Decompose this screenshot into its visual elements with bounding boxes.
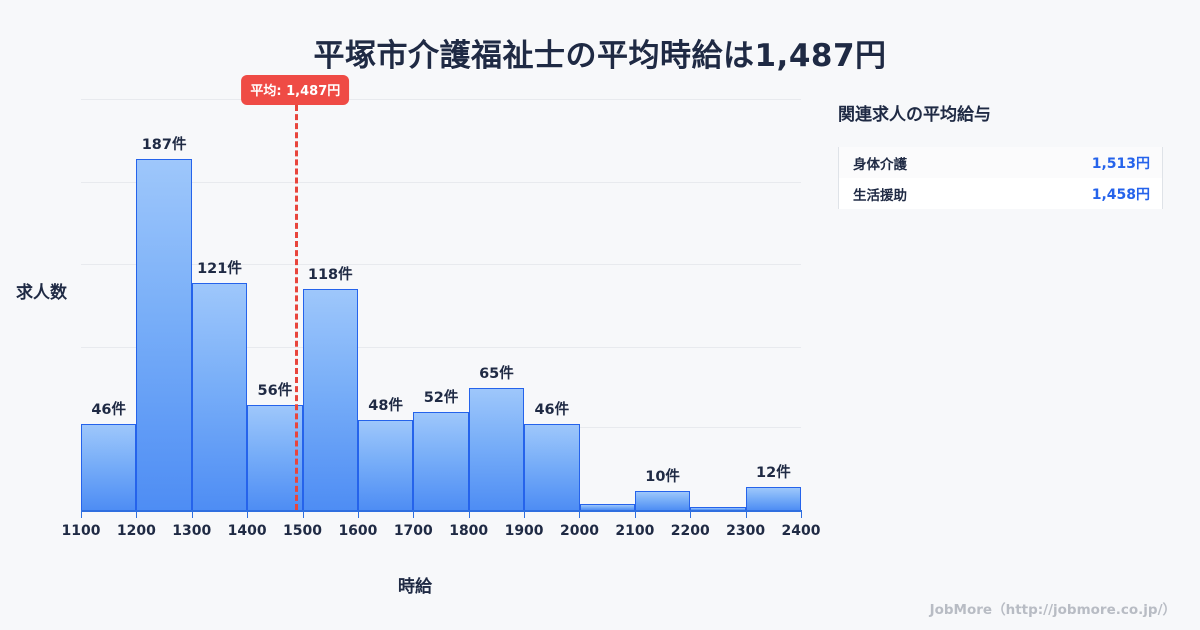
x-tick-mark xyxy=(524,510,526,518)
histogram-bar[interactable] xyxy=(634,491,691,510)
x-tick-label: 1600 xyxy=(338,523,378,539)
gridline xyxy=(81,181,801,183)
histogram-bar[interactable] xyxy=(468,388,525,510)
bar-value-label: 56件 xyxy=(257,382,293,399)
x-axis-label: 時給 xyxy=(398,577,432,597)
x-tick-label: 1200 xyxy=(116,523,156,539)
histogram-bar[interactable] xyxy=(81,423,137,510)
bar-cell: 46件 xyxy=(524,99,580,510)
x-tick-label: 1400 xyxy=(227,523,267,539)
table-row-label: 生活援助 xyxy=(853,187,907,204)
bar-value-label: 48件 xyxy=(368,397,403,414)
x-tick-mark xyxy=(634,510,636,518)
histogram-bar[interactable] xyxy=(745,487,802,510)
table-row: 身体介護 1,513円 xyxy=(839,147,1162,178)
bar-cell: 187件 xyxy=(136,99,192,510)
x-tick-mark xyxy=(801,510,802,518)
x-tick-label: 1100 xyxy=(61,523,101,539)
x-tick-label: 1300 xyxy=(172,523,212,539)
bar-cell: 46件 xyxy=(81,99,137,510)
gridline xyxy=(81,346,801,348)
bar-cell: 10件 xyxy=(634,99,691,510)
x-tick-mark xyxy=(81,510,82,518)
mean-badge: 平均: 1,487円 xyxy=(241,75,350,105)
table-row-value: 1,513円 xyxy=(1091,155,1150,172)
mean-line xyxy=(295,105,299,510)
x-tick-mark xyxy=(690,510,692,518)
bar-cell: 48件 xyxy=(357,99,414,510)
x-tick-mark xyxy=(468,510,470,518)
x-axis-line xyxy=(81,510,801,512)
bar-value-label: 65件 xyxy=(479,366,514,383)
x-tick-label: 1700 xyxy=(393,523,433,539)
bar-cell: 121件 xyxy=(191,99,248,510)
bar-value-label: 121件 xyxy=(197,260,242,277)
histogram-bar[interactable] xyxy=(247,404,303,510)
bar-value-label: 10件 xyxy=(645,469,680,486)
bar-value-label: 52件 xyxy=(423,390,459,407)
histogram-chart: 46件 187件 121件 56件 118件 48件 52件 65件 46件 10件 12件 110… xyxy=(16,75,820,597)
bar-cell: 118件 xyxy=(302,99,358,510)
table-row: 生活援助 1,458円 xyxy=(839,178,1162,209)
bar-cell: 52件 xyxy=(413,99,469,510)
x-tick-mark xyxy=(357,510,359,518)
bar-cell: 56件 xyxy=(247,99,303,510)
histogram-bar[interactable] xyxy=(191,282,248,510)
bar-cell: 65件 xyxy=(468,99,525,510)
bar-value-label: 12件 xyxy=(756,465,791,482)
x-tick-mark xyxy=(247,510,249,518)
x-axis-ticks: 1100 1200 1300 1400 1500 1600 1700 1800 1900 2000… xyxy=(62,510,820,550)
histogram-bar[interactable] xyxy=(579,504,635,510)
related-salary-title: 関連求人の平均給与 xyxy=(838,105,991,125)
histogram-bar[interactable] xyxy=(302,288,358,510)
x-tick-label: 2300 xyxy=(726,523,766,539)
x-tick-mark xyxy=(579,510,581,518)
x-tick-label: 2400 xyxy=(781,523,821,539)
bar-cell xyxy=(690,99,746,510)
x-tick-label: 1900 xyxy=(504,523,544,539)
x-tick-mark xyxy=(136,510,138,518)
histogram-bar[interactable] xyxy=(136,159,192,510)
x-tick-mark xyxy=(302,510,304,518)
bar-value-label: 118件 xyxy=(307,266,353,283)
histogram-bar[interactable] xyxy=(413,412,469,510)
page-title: 平塚市介護福祉士の平均時給は1,487円 xyxy=(313,38,887,74)
x-tick-label: 2100 xyxy=(615,523,655,539)
x-tick-mark xyxy=(413,510,415,518)
chart-bars: 46件 187件 121件 56件 118件 48件 52件 65件 46件 10件 12件 xyxy=(81,99,802,510)
table-row-label: 身体介護 xyxy=(853,156,907,173)
histogram-bar[interactable] xyxy=(690,507,746,510)
related-salary-panel: 関連求人の平均給与 身体介護 1,513円生活援助 1,458円 xyxy=(838,100,1168,209)
histogram-bar[interactable] xyxy=(524,423,580,510)
bar-cell: 12件 xyxy=(745,99,802,510)
x-tick-mark xyxy=(745,510,747,518)
histogram-bar[interactable] xyxy=(357,419,414,510)
footer-credit: JobMore（http://jobmore.co.jp/） xyxy=(929,602,1176,618)
table-row-value: 1,458円 xyxy=(1091,186,1150,203)
bar-cell xyxy=(579,99,635,510)
x-tick-label: 2200 xyxy=(670,523,710,539)
y-axis-label: 求人数 xyxy=(16,283,67,303)
bar-value-label: 187件 xyxy=(141,137,187,154)
x-tick-label: 2000 xyxy=(559,523,599,539)
gridline xyxy=(81,99,801,100)
x-tick-mark xyxy=(191,510,193,518)
bar-value-label: 46件 xyxy=(534,401,570,418)
gridline xyxy=(81,264,801,266)
x-tick-label: 1800 xyxy=(449,523,489,539)
bar-value-label: 46件 xyxy=(91,401,127,418)
x-tick-label: 1500 xyxy=(283,523,323,539)
related-salary-table: 身体介護 1,513円生活援助 1,458円 xyxy=(838,147,1163,209)
